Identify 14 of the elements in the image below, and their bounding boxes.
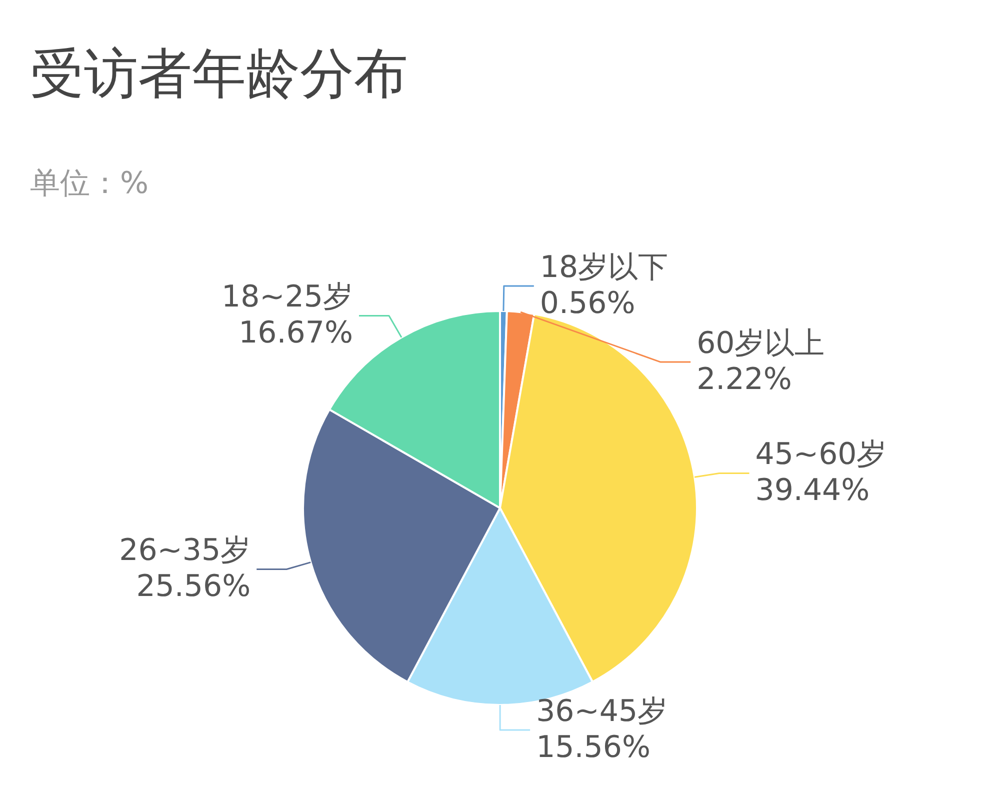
data-label: 2.22% xyxy=(696,362,792,397)
chart-subtitle: 单位：% xyxy=(30,165,149,203)
slice-label: 60岁以上 xyxy=(696,326,825,361)
data-label: 16.67% xyxy=(238,316,353,351)
slice-label: 45~60岁 xyxy=(755,437,887,472)
slice-label: 18~25岁 xyxy=(222,280,353,315)
data-label: 0.56% xyxy=(540,286,636,321)
slice-label: 36~45岁 xyxy=(536,694,668,729)
data-label: 25.56% xyxy=(136,569,251,604)
chart-title: 受访者年龄分布 xyxy=(30,41,408,107)
slice-label: 26~35岁 xyxy=(119,533,251,568)
data-label: 15.56% xyxy=(536,730,650,765)
data-label: 39.44% xyxy=(755,473,870,508)
slice-label: 18岁以下 xyxy=(540,250,668,285)
